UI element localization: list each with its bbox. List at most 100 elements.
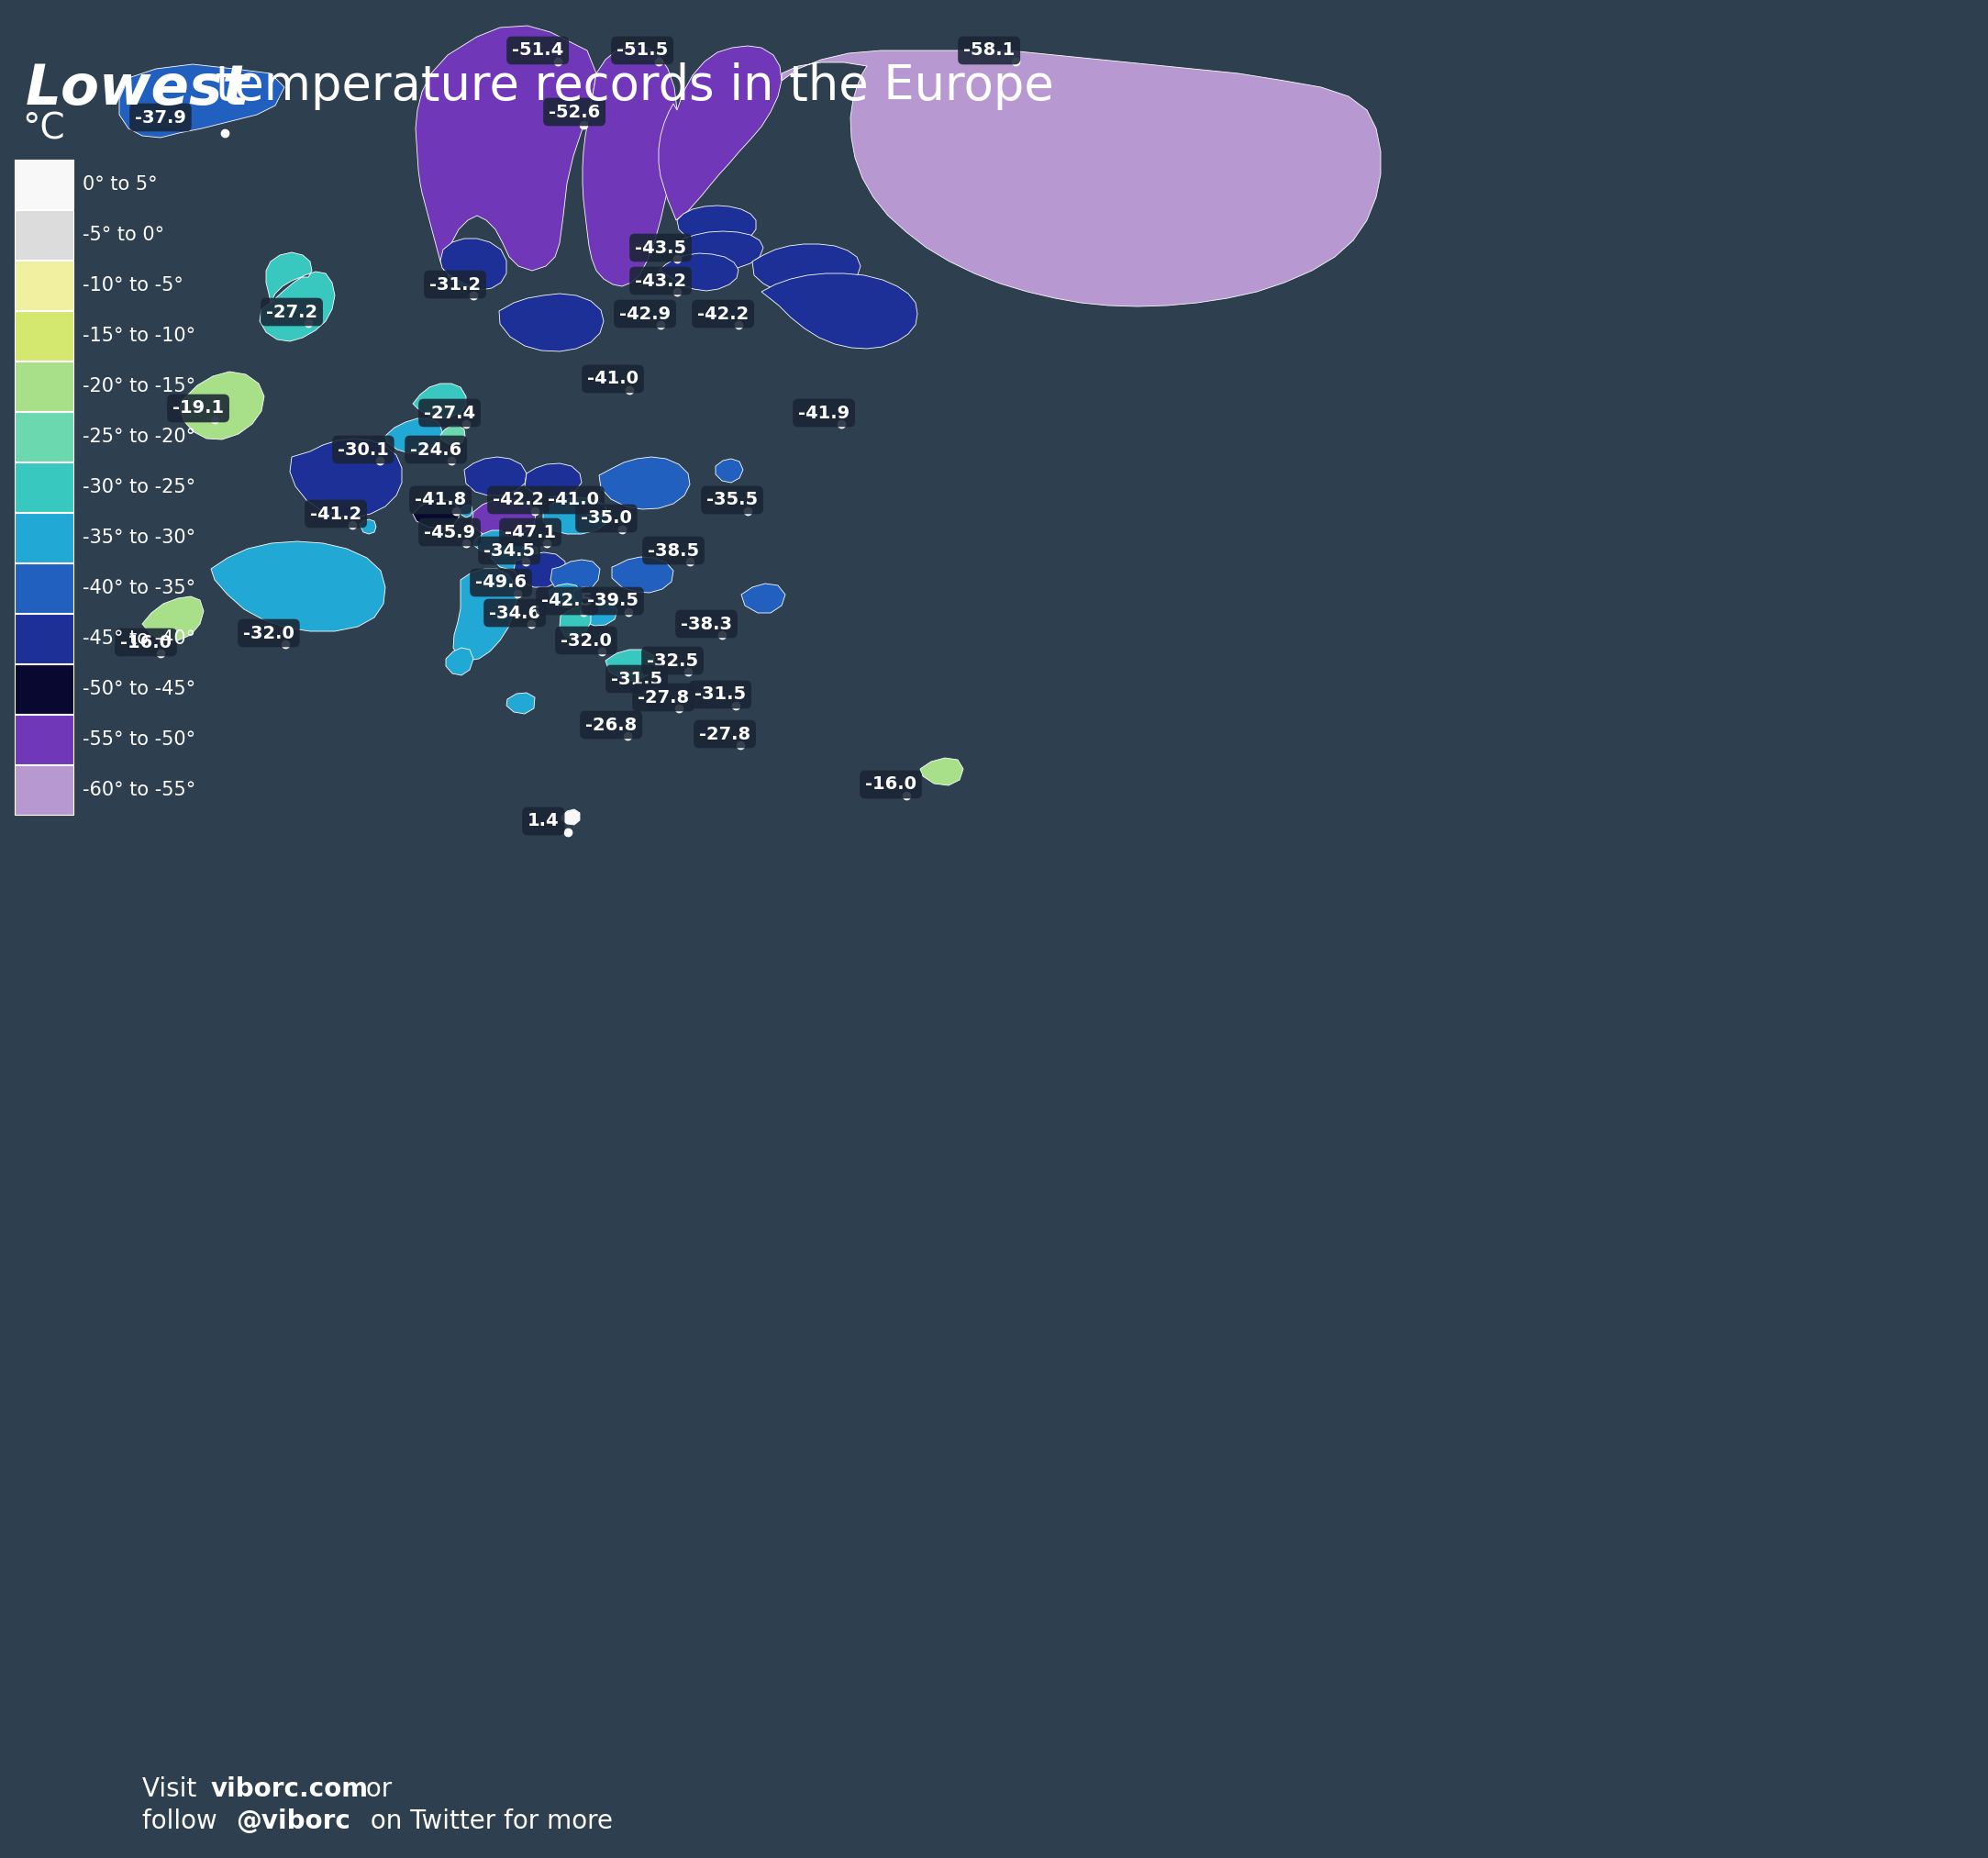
Polygon shape	[471, 498, 535, 537]
Polygon shape	[543, 498, 608, 533]
Polygon shape	[445, 648, 473, 674]
Bar	[14, 412, 74, 461]
Text: -31.5: -31.5	[694, 686, 746, 704]
Polygon shape	[573, 587, 594, 604]
Text: -41.0: -41.0	[547, 491, 598, 509]
Text: -58.1: -58.1	[964, 41, 1014, 59]
Polygon shape	[751, 243, 861, 297]
Bar	[14, 563, 74, 613]
Text: -37.9: -37.9	[135, 110, 187, 126]
Polygon shape	[716, 459, 744, 483]
Text: -52.6: -52.6	[549, 104, 600, 121]
Polygon shape	[453, 569, 517, 661]
Text: -34.6: -34.6	[489, 604, 541, 622]
Polygon shape	[211, 541, 386, 632]
Text: -49.6: -49.6	[475, 574, 527, 591]
Polygon shape	[461, 505, 473, 518]
Polygon shape	[360, 520, 376, 533]
Polygon shape	[465, 457, 527, 496]
Text: or: or	[358, 1776, 392, 1802]
Polygon shape	[513, 552, 565, 587]
Bar	[14, 210, 74, 260]
Polygon shape	[920, 758, 964, 786]
Bar	[14, 260, 74, 310]
Bar	[14, 765, 74, 816]
Text: -30.1: -30.1	[338, 440, 390, 459]
Polygon shape	[507, 693, 535, 713]
Text: -51.5: -51.5	[616, 41, 668, 59]
Polygon shape	[441, 425, 465, 446]
Polygon shape	[551, 559, 600, 595]
Text: -41.8: -41.8	[415, 491, 467, 509]
Polygon shape	[579, 600, 618, 626]
Polygon shape	[386, 418, 441, 453]
Polygon shape	[761, 273, 916, 349]
Text: 1.4: 1.4	[527, 812, 559, 831]
Polygon shape	[658, 253, 738, 292]
Text: -5° to 0°: -5° to 0°	[83, 225, 165, 243]
Polygon shape	[415, 26, 596, 271]
Bar	[14, 715, 74, 764]
Text: -42.2: -42.2	[493, 491, 545, 509]
Text: -51.4: -51.4	[511, 41, 563, 59]
Polygon shape	[561, 810, 580, 825]
Text: -38.5: -38.5	[648, 543, 700, 559]
Text: -26.8: -26.8	[584, 715, 636, 734]
Polygon shape	[143, 596, 203, 641]
Text: -24.6: -24.6	[410, 440, 461, 459]
Polygon shape	[549, 583, 582, 608]
Text: -27.8: -27.8	[638, 689, 690, 706]
Text: -10° to -5°: -10° to -5°	[83, 277, 183, 295]
Polygon shape	[658, 46, 781, 221]
Text: -42.2: -42.2	[698, 305, 749, 323]
Polygon shape	[525, 463, 582, 498]
Text: -45.9: -45.9	[423, 524, 475, 541]
Bar	[14, 513, 74, 563]
Text: Lowest: Lowest	[26, 63, 250, 117]
Polygon shape	[678, 230, 763, 269]
Text: -35.0: -35.0	[580, 509, 632, 528]
Text: -50° to -45°: -50° to -45°	[83, 680, 195, 699]
Polygon shape	[678, 206, 755, 243]
Bar	[14, 160, 74, 210]
Polygon shape	[119, 65, 284, 137]
Text: -43.2: -43.2	[634, 271, 686, 290]
Text: °C: °C	[22, 111, 66, 147]
Polygon shape	[290, 438, 402, 518]
Bar	[14, 362, 74, 411]
Text: -19.1: -19.1	[173, 399, 225, 416]
Text: -38.3: -38.3	[680, 615, 732, 632]
Text: -39.5: -39.5	[586, 593, 638, 609]
Polygon shape	[447, 256, 489, 288]
Text: -47.1: -47.1	[505, 524, 557, 541]
Text: -25° to -20°: -25° to -20°	[83, 427, 195, 446]
Text: -15° to -10°: -15° to -10°	[83, 327, 195, 346]
Text: -40° to -35°: -40° to -35°	[83, 580, 195, 596]
Text: -32.0: -32.0	[561, 632, 612, 648]
Text: -32.5: -32.5	[646, 652, 698, 669]
Text: -16.0: -16.0	[865, 777, 916, 793]
Polygon shape	[742, 583, 785, 613]
Polygon shape	[473, 530, 509, 554]
Bar	[14, 613, 74, 663]
Text: -55° to -50°: -55° to -50°	[83, 730, 195, 749]
Polygon shape	[179, 372, 264, 440]
Polygon shape	[598, 457, 690, 509]
Text: -20° to -15°: -20° to -15°	[83, 377, 195, 396]
Text: -30° to -25°: -30° to -25°	[83, 478, 195, 496]
Text: -34.5: -34.5	[483, 543, 535, 559]
Text: -35.5: -35.5	[706, 491, 757, 509]
Text: on Twitter for more: on Twitter for more	[362, 1808, 612, 1834]
Text: -35° to -30°: -35° to -30°	[83, 528, 195, 546]
Text: -31.5: -31.5	[610, 671, 662, 687]
Polygon shape	[781, 50, 1382, 307]
Polygon shape	[582, 46, 678, 286]
Polygon shape	[414, 383, 465, 418]
Polygon shape	[441, 238, 507, 290]
Text: -41.9: -41.9	[797, 405, 849, 422]
Polygon shape	[612, 557, 674, 593]
Text: -32.0: -32.0	[243, 624, 294, 641]
Text: -27.4: -27.4	[423, 405, 475, 422]
Text: Visit: Visit	[143, 1776, 205, 1802]
Text: -16.0: -16.0	[119, 634, 171, 650]
